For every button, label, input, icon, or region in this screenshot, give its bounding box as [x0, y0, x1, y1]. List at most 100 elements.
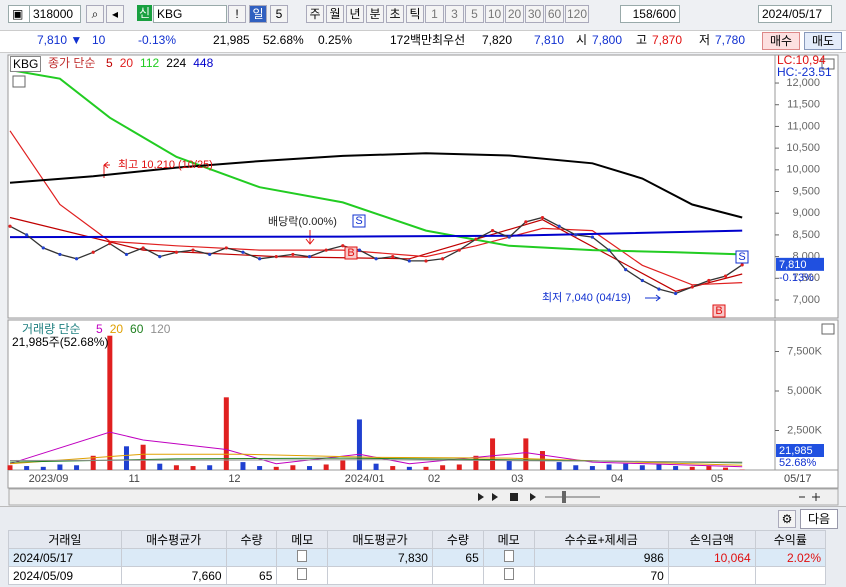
y-tick-label: 9,500 [792, 185, 820, 197]
scroll-controls[interactable] [478, 491, 820, 503]
ma-line [9, 69, 743, 256]
volume-bar [223, 397, 229, 470]
table-cell: 65 [225, 566, 278, 585]
memo-icon[interactable] [297, 550, 308, 562]
grid-icon[interactable] [12, 75, 26, 88]
quote-bar [0, 30, 846, 53]
x-tick-label: 03 [511, 473, 523, 485]
hc-label: HC:-23.51 [777, 65, 832, 79]
price-point [41, 246, 45, 250]
low-label: 저 [699, 33, 711, 47]
alert-button[interactable]: ! [228, 5, 246, 23]
period-option[interactable]: 년 [346, 5, 364, 23]
last-price-box [776, 257, 824, 271]
interval-option[interactable]: 1 [425, 5, 444, 23]
price-point [58, 252, 62, 257]
interval-option[interactable]: 3 [445, 5, 464, 23]
period-button[interactable]: 일 [249, 5, 267, 23]
table-cell [276, 548, 329, 567]
period-option[interactable]: 초 [386, 5, 404, 23]
price: 7,810 ▼ [37, 33, 83, 47]
annotation: 배당락(0.00%) [268, 215, 337, 228]
settings-button[interactable]: ⚙ [778, 510, 796, 528]
cell-text: 65 [259, 568, 273, 583]
price-point [291, 252, 295, 257]
ma-line [9, 152, 743, 219]
count-select[interactable]: 5 [270, 5, 288, 23]
volume-bar [639, 465, 645, 470]
buy-button[interactable]: 매수 [762, 32, 800, 50]
legend-item: 5 [96, 322, 103, 336]
sell-button[interactable]: 매도 [804, 32, 842, 50]
header-cell: 메모 [276, 530, 329, 549]
best-label: 최우선 [432, 33, 466, 47]
volume: 21,985 [213, 33, 250, 47]
volume-bar [556, 462, 562, 470]
volume-bar [74, 465, 80, 470]
date-field[interactable]: 2024/05/17 [758, 5, 832, 23]
interval-option[interactable]: 30 [525, 5, 544, 23]
menu-icon[interactable]: ▣ [8, 5, 30, 23]
price-point [108, 241, 112, 246]
price-point [674, 291, 678, 296]
sound-button[interactable]: ◂ [106, 5, 124, 23]
panel-close[interactable] [821, 58, 835, 70]
price-point [8, 224, 12, 228]
price-point [357, 248, 362, 252]
name-input[interactable]: KBG [153, 5, 227, 23]
price-point [690, 285, 694, 289]
y-tick-label: 2,500K [787, 424, 823, 436]
memo-icon[interactable] [297, 568, 308, 580]
price-point [391, 255, 395, 259]
period-option[interactable]: 월 [326, 5, 344, 23]
open: 7,800 [592, 33, 623, 47]
memo-icon[interactable] [503, 568, 514, 580]
price-point [607, 248, 611, 252]
legend-item: 20 [119, 56, 134, 70]
interval-option[interactable]: 60 [545, 5, 564, 23]
last-volume-pct: 52.68% [779, 457, 817, 469]
interval-option[interactable]: 10 [485, 5, 504, 23]
table-cell [225, 548, 278, 567]
signal-label: S [738, 251, 745, 263]
interval-option[interactable]: 20 [505, 5, 524, 23]
signal-marker [352, 214, 366, 228]
high: 7,870 [652, 33, 683, 47]
interval-option[interactable]: 5 [465, 5, 484, 23]
volume-bar [606, 464, 612, 470]
header-cell: 매수평균가 [120, 530, 227, 549]
header-cell: 메모 [482, 530, 535, 549]
code-input[interactable]: 318000 [29, 5, 81, 23]
period-option[interactable]: 틱 [406, 5, 424, 23]
price-point [124, 252, 129, 257]
volume-bar [323, 464, 329, 470]
price-point [490, 228, 495, 233]
legend-label: 종가 단순 [48, 56, 96, 70]
price-point [574, 233, 578, 237]
x-tick-label: 04 [611, 473, 623, 485]
header-cell: 매도평균가 [327, 530, 433, 549]
volume-ma-line [9, 431, 743, 468]
table-cell [667, 566, 756, 585]
price-point [158, 255, 162, 259]
search-button[interactable]: ⌕ [86, 5, 104, 23]
volume-bar [123, 446, 129, 470]
table-cell: 10,064 [667, 548, 756, 567]
signal-label: B [715, 305, 722, 317]
volume-bar [90, 455, 96, 470]
memo-icon[interactable] [503, 550, 514, 562]
price-point [507, 235, 511, 239]
price-point [590, 235, 595, 239]
volume-bar [207, 465, 213, 470]
period-option[interactable]: 주 [306, 5, 324, 23]
interval-option[interactable]: 120 [565, 5, 589, 23]
period-option[interactable]: 분 [366, 5, 384, 23]
price-point [457, 248, 461, 252]
next-button[interactable]: 다음 [800, 509, 838, 529]
panel-close[interactable] [821, 323, 835, 335]
scrollbar[interactable] [8, 488, 839, 506]
volume-bar [589, 466, 595, 470]
volume-bar [356, 419, 362, 470]
volume-bar [57, 464, 63, 470]
volume-bar [406, 466, 412, 470]
